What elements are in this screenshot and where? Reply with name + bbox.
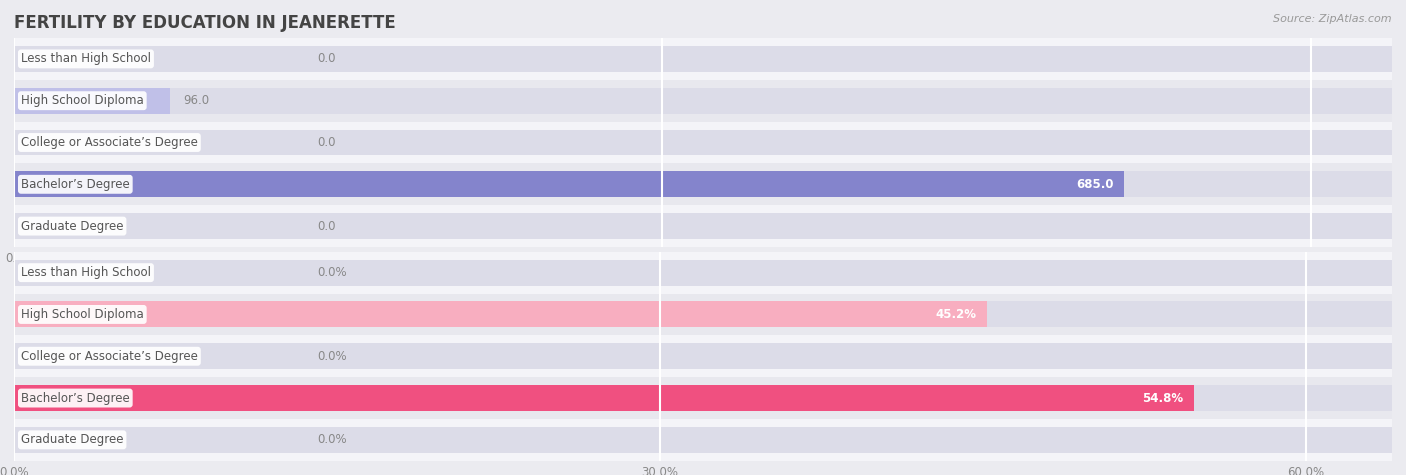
Bar [14,46,1392,72]
Text: Less than High School: Less than High School [21,52,150,66]
Bar [14,385,1194,411]
Bar [14,38,1392,80]
Text: 45.2%: 45.2% [935,308,976,321]
Bar [14,88,1392,114]
Bar [14,171,1125,197]
Bar [14,343,1392,369]
Text: 0.0: 0.0 [318,136,336,149]
Bar [14,213,1392,239]
Text: Graduate Degree: Graduate Degree [21,433,124,446]
Bar [14,80,1392,122]
Text: Bachelor’s Degree: Bachelor’s Degree [21,391,129,405]
Text: 0.0: 0.0 [318,52,336,66]
Text: 54.8%: 54.8% [1142,391,1182,405]
Text: Source: ZipAtlas.com: Source: ZipAtlas.com [1274,14,1392,24]
Text: Less than High School: Less than High School [21,266,150,279]
Text: 0.0: 0.0 [318,219,336,233]
Bar [14,335,1392,377]
Bar [14,163,1392,205]
Text: 0.0%: 0.0% [318,266,347,279]
Text: Graduate Degree: Graduate Degree [21,219,124,233]
Text: College or Associate’s Degree: College or Associate’s Degree [21,136,198,149]
Text: 685.0: 685.0 [1076,178,1114,191]
Bar [14,122,1392,163]
Bar [14,88,170,114]
Bar [14,260,1392,285]
Bar [14,302,1392,327]
Text: 0.0%: 0.0% [318,433,347,446]
Bar [14,205,1392,247]
Text: High School Diploma: High School Diploma [21,308,143,321]
Bar [14,302,987,327]
Text: 0.0%: 0.0% [318,350,347,363]
Bar [14,419,1392,461]
Text: High School Diploma: High School Diploma [21,94,143,107]
Bar [14,252,1392,294]
Bar [14,130,1392,155]
Text: College or Associate’s Degree: College or Associate’s Degree [21,350,198,363]
Text: Bachelor’s Degree: Bachelor’s Degree [21,178,129,191]
Text: FERTILITY BY EDUCATION IN JEANERETTE: FERTILITY BY EDUCATION IN JEANERETTE [14,14,396,32]
Bar [14,171,1392,197]
Bar [14,294,1392,335]
Bar [14,385,1392,411]
Bar [14,377,1392,419]
Bar [14,427,1392,453]
Text: 96.0: 96.0 [183,94,209,107]
